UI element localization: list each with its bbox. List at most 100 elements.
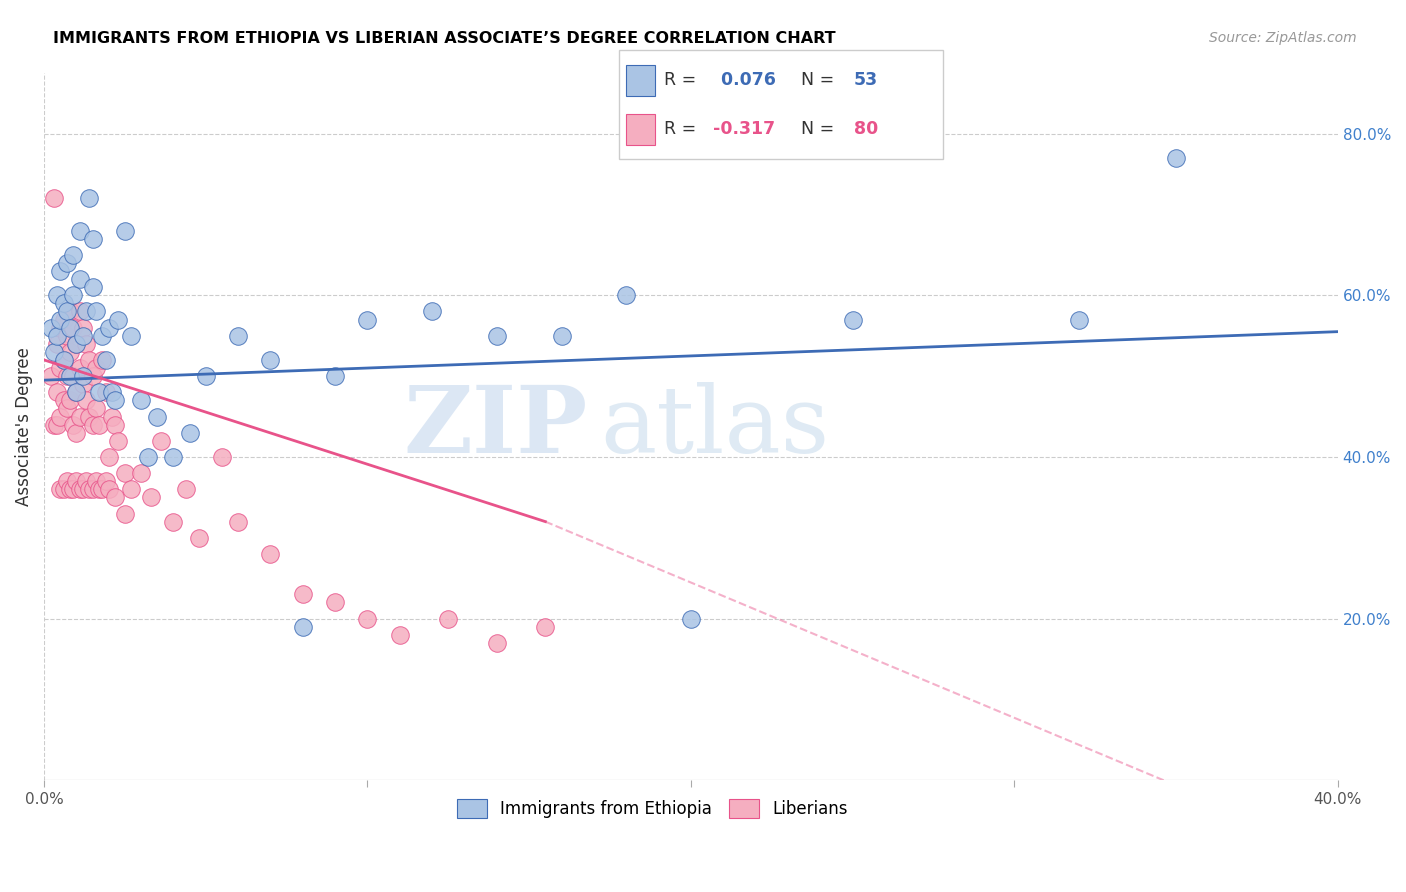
- Point: [65, 474, 87, 488]
- Point: [1164, 151, 1187, 165]
- Point: [72, 483, 94, 497]
- Point: [82, 483, 104, 497]
- Point: [55, 256, 77, 270]
- Point: [356, 612, 378, 626]
- Point: [388, 628, 411, 642]
- Point: [52, 353, 75, 368]
- Point: [55, 401, 77, 416]
- Text: N =: N =: [801, 71, 834, 89]
- Point: [46, 336, 69, 351]
- Point: [149, 434, 172, 448]
- Point: [485, 328, 508, 343]
- Point: [49, 409, 72, 424]
- Point: [69, 361, 91, 376]
- Point: [49, 312, 72, 326]
- Point: [101, 385, 124, 400]
- Point: [107, 434, 129, 448]
- Point: [55, 369, 77, 384]
- Point: [42, 344, 65, 359]
- Point: [679, 612, 702, 626]
- Point: [62, 320, 84, 334]
- Point: [94, 385, 117, 400]
- Point: [84, 304, 107, 318]
- Point: [75, 474, 97, 488]
- Text: atlas: atlas: [600, 382, 830, 472]
- Point: [146, 409, 169, 424]
- Point: [59, 369, 82, 384]
- Point: [614, 288, 637, 302]
- Point: [437, 612, 460, 626]
- Point: [82, 232, 104, 246]
- Point: [55, 328, 77, 343]
- Point: [87, 385, 110, 400]
- Point: [72, 377, 94, 392]
- Point: [114, 224, 136, 238]
- Point: [79, 191, 101, 205]
- Point: [136, 450, 159, 464]
- Point: [84, 401, 107, 416]
- Point: [62, 369, 84, 384]
- Point: [55, 304, 77, 318]
- Point: [82, 280, 104, 294]
- Point: [75, 304, 97, 318]
- Point: [46, 288, 69, 302]
- Point: [72, 369, 94, 384]
- Text: 53: 53: [853, 71, 877, 89]
- Point: [75, 336, 97, 351]
- Point: [69, 483, 91, 497]
- Text: 0.076: 0.076: [716, 71, 776, 89]
- Point: [129, 466, 152, 480]
- Text: 80: 80: [853, 120, 877, 138]
- Text: Source: ZipAtlas.com: Source: ZipAtlas.com: [1209, 31, 1357, 45]
- Point: [226, 328, 249, 343]
- Point: [91, 483, 114, 497]
- Point: [179, 425, 201, 440]
- Point: [162, 515, 184, 529]
- Point: [49, 361, 72, 376]
- Y-axis label: Associate's Degree: Associate's Degree: [15, 347, 32, 506]
- Text: ZIP: ZIP: [404, 382, 588, 472]
- Point: [65, 385, 87, 400]
- Point: [550, 328, 572, 343]
- Point: [259, 353, 281, 368]
- Point: [65, 336, 87, 351]
- Point: [59, 393, 82, 408]
- Point: [65, 425, 87, 440]
- Point: [188, 531, 211, 545]
- Point: [97, 483, 120, 497]
- Point: [79, 409, 101, 424]
- Point: [46, 417, 69, 432]
- Point: [42, 417, 65, 432]
- Point: [62, 417, 84, 432]
- Point: [259, 547, 281, 561]
- Point: [91, 353, 114, 368]
- Point: [72, 320, 94, 334]
- Point: [87, 417, 110, 432]
- Text: -0.317: -0.317: [713, 120, 776, 138]
- Point: [162, 450, 184, 464]
- Legend: Immigrants from Ethiopia, Liberians: Immigrants from Ethiopia, Liberians: [450, 792, 853, 825]
- Point: [114, 466, 136, 480]
- Point: [46, 385, 69, 400]
- Point: [211, 450, 233, 464]
- Point: [65, 336, 87, 351]
- Point: [94, 353, 117, 368]
- Point: [84, 361, 107, 376]
- Point: [120, 328, 142, 343]
- Point: [69, 304, 91, 318]
- Point: [534, 620, 557, 634]
- Point: [114, 507, 136, 521]
- Point: [59, 320, 82, 334]
- Point: [72, 328, 94, 343]
- Point: [91, 328, 114, 343]
- Point: [59, 304, 82, 318]
- Point: [104, 417, 127, 432]
- Point: [120, 483, 142, 497]
- Point: [69, 409, 91, 424]
- Point: [62, 248, 84, 262]
- Point: [84, 474, 107, 488]
- Point: [107, 312, 129, 326]
- Point: [39, 320, 62, 334]
- Point: [65, 385, 87, 400]
- Point: [52, 296, 75, 310]
